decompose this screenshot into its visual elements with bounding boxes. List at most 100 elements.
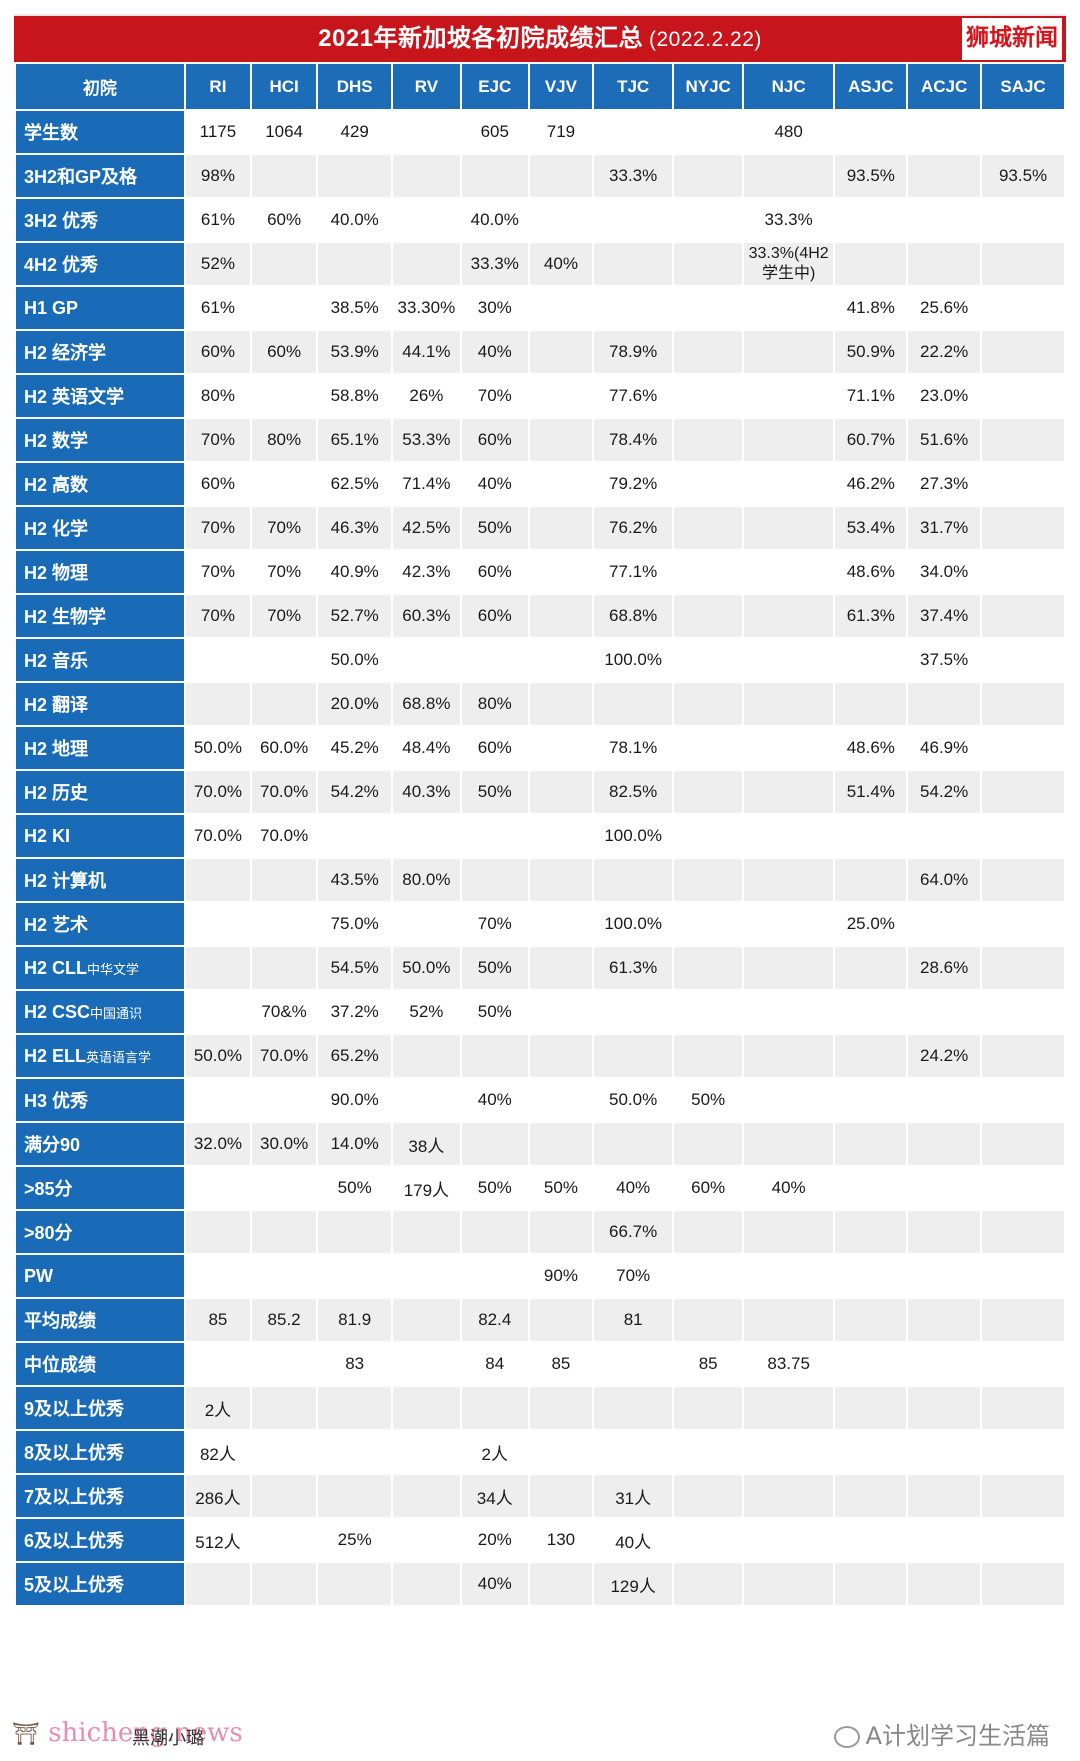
row-label-text: H2 音乐 — [24, 651, 89, 671]
table-cell: 512人 — [183, 1517, 253, 1563]
table-cell — [183, 1253, 253, 1299]
table-cell: 51.6% — [906, 417, 983, 463]
table-cell: 48.6% — [833, 725, 909, 771]
table-cell: 43.5% — [316, 857, 394, 903]
row-label-text: H2 CLL — [24, 957, 87, 978]
table-cell — [833, 945, 909, 991]
table-cell: 98% — [183, 153, 253, 199]
table-cell — [591, 241, 675, 287]
logo-mark-icon: ⛩ — [12, 1722, 40, 1747]
table-cell — [980, 1429, 1066, 1475]
table-row: 5及以上优秀 40% 129人 — [14, 1561, 1066, 1607]
table-cell — [672, 813, 744, 859]
table-cell: 60% — [672, 1165, 744, 1211]
table-cell: 25.0% — [833, 901, 909, 947]
table-cell — [833, 1297, 909, 1343]
row-label: >85分 — [14, 1165, 186, 1211]
table-cell: 719 — [527, 109, 594, 155]
table-cell: 80% — [183, 373, 253, 419]
table-cell: 81 — [591, 1297, 675, 1343]
table-cell — [906, 1385, 983, 1431]
table-cell — [391, 1341, 462, 1387]
table-cell — [250, 857, 319, 903]
row-label: H2 CSC中国通识 — [14, 989, 186, 1035]
row-label-text: 5及以上优秀 — [24, 1575, 125, 1595]
table-cell: 33.30% — [391, 285, 462, 331]
header-school-sajc: SAJC — [980, 62, 1066, 111]
table-row: H2 生物学 70% 70% 52.7% 60.3% 60% 68.8% 61.3% 37.4% — [14, 593, 1066, 639]
table-cell — [527, 461, 594, 507]
row-label: 中位成绩 — [14, 1341, 186, 1387]
table-cell: 40% — [459, 1077, 530, 1123]
header-school-tjc: TJC — [591, 62, 675, 111]
table-cell: 77.1% — [591, 549, 675, 595]
table-row: H2 CLL中华文学 54.5% 50.0% 50% 61.3% 28.6% — [14, 945, 1066, 991]
table-cell — [527, 505, 594, 551]
table-cell: 51.4% — [833, 769, 909, 815]
table-cell — [741, 1517, 836, 1563]
table-cell — [980, 769, 1066, 815]
table-cell: 20.0% — [316, 681, 394, 727]
header-school-asjc: ASJC — [833, 62, 909, 111]
row-label-text: H2 计算机 — [24, 871, 107, 891]
table-cell — [833, 1121, 909, 1167]
table-cell: 100.0% — [591, 813, 675, 859]
table-cell — [906, 1429, 983, 1475]
table-cell — [672, 1473, 744, 1519]
table-cell: 53.4% — [833, 505, 909, 551]
table-cell: 37.4% — [906, 593, 983, 639]
row-label: H1 GP — [14, 285, 186, 331]
table-cell: 46.2% — [833, 461, 909, 507]
row-label: H2 数学 — [14, 417, 186, 463]
table-cell — [833, 637, 909, 683]
table-cell — [672, 197, 744, 243]
table-cell — [741, 989, 836, 1035]
table-cell — [741, 725, 836, 771]
table-cell — [527, 637, 594, 683]
table-cell: 42.3% — [391, 549, 462, 595]
table-cell: 70.0% — [183, 769, 253, 815]
table-cell — [527, 549, 594, 595]
table-cell: 48.4% — [391, 725, 462, 771]
table-cell: 26% — [391, 373, 462, 419]
table-cell — [833, 681, 909, 727]
table-cell — [391, 1561, 462, 1607]
table-cell: 34.0% — [906, 549, 983, 595]
results-table-container: 2021年新加坡各初院成绩汇总 (2022.2.22) 狮城新闻 初院 RI HCI D… — [14, 14, 1066, 1607]
table-cell: 41.8% — [833, 285, 909, 331]
table-cell — [741, 1253, 836, 1299]
table-cell: 50% — [672, 1077, 744, 1123]
table-cell — [183, 901, 253, 947]
table-cell: 46.9% — [906, 725, 983, 771]
table-cell — [316, 1385, 394, 1431]
source-tag: 狮城新闻 — [962, 18, 1062, 60]
table-cell: 58.8% — [316, 373, 394, 419]
table-cell — [980, 1473, 1066, 1519]
table-cell — [183, 857, 253, 903]
table-cell: 81.9 — [316, 1297, 394, 1343]
table-row: H2 地理 50.0% 60.0% 45.2% 48.4% 60% 78.1% 48.6% 46… — [14, 725, 1066, 771]
table-row: 中位成绩 83 84 85 85 83.75 — [14, 1341, 1066, 1387]
table-cell — [391, 1297, 462, 1343]
table-cell: 85 — [672, 1341, 744, 1387]
table-cell — [250, 1429, 319, 1475]
table-cell — [980, 329, 1066, 375]
table-cell — [906, 813, 983, 859]
table-cell: 50.0% — [183, 725, 253, 771]
table-cell — [672, 549, 744, 595]
table-cell: 1064 — [250, 109, 319, 155]
table-cell — [672, 945, 744, 991]
table-cell: 60.7% — [833, 417, 909, 463]
row-label: H2 经济学 — [14, 329, 186, 375]
table-cell: 38人 — [391, 1121, 462, 1167]
table-cell — [980, 637, 1066, 683]
table-cell: 40% — [527, 241, 594, 287]
table-cell — [672, 637, 744, 683]
table-cell — [980, 1121, 1066, 1167]
table-cell — [391, 1033, 462, 1079]
table-cell: 480 — [741, 109, 836, 155]
table-row: H2 KI 70.0% 70.0% 100.0% — [14, 813, 1066, 859]
table-cell: 23.0% — [906, 373, 983, 419]
table-cell: 45.2% — [316, 725, 394, 771]
table-cell: 60% — [183, 329, 253, 375]
